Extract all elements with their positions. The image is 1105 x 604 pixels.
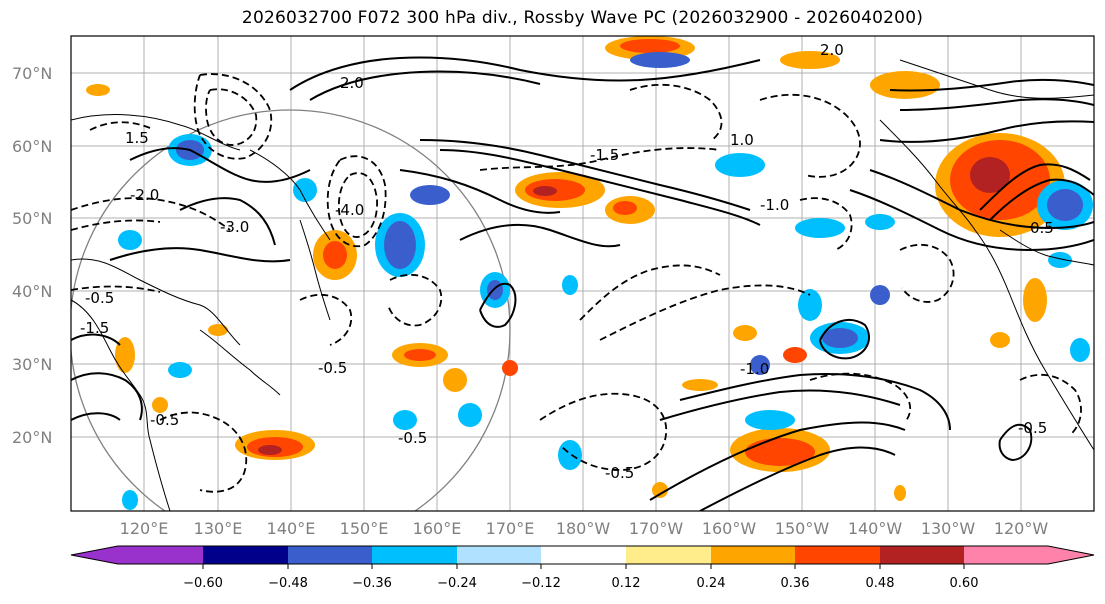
lon-label: 150°E	[340, 519, 389, 538]
contour-label: -0.5	[398, 429, 427, 447]
lon-label: 150°W	[775, 519, 830, 538]
colorbar-tick-label: −0.60	[183, 576, 223, 591]
colorbar-segment	[288, 546, 372, 564]
colorbar-tick-label: 0.36	[781, 576, 810, 591]
contour-label: -2.0	[130, 186, 159, 204]
contour-label: 2.0	[340, 74, 364, 92]
colorbar-segment	[203, 546, 288, 564]
colorbar-tick-label: −0.24	[437, 576, 477, 591]
contour-label: 1.5	[125, 129, 149, 147]
colorbar-min-extension	[71, 546, 118, 564]
negative-divergence-shading	[118, 52, 1093, 510]
contour-label: 1.0	[730, 131, 754, 149]
contour-label: -1.5	[80, 319, 109, 337]
lat-label: 20°N	[12, 428, 52, 447]
lon-label: 160°W	[702, 519, 757, 538]
positive-divergence-shading	[86, 36, 1065, 501]
lat-label: 60°N	[12, 137, 52, 156]
contour-labels: -0.5 -1.0 -1.5 -2.0 -4.0 -3.0 1.5 1.0 2.…	[80, 41, 1054, 482]
colorbar-tick-label: 0.24	[697, 576, 726, 591]
lat-label: 40°N	[12, 282, 52, 301]
lon-label: 130°W	[921, 519, 976, 538]
lon-label: 160°E	[413, 519, 462, 538]
contour-label: -0.5	[605, 464, 634, 482]
contour-label: 0.5	[1030, 219, 1054, 237]
colorbar-tick-label: 0.48	[866, 576, 895, 591]
lat-label: 50°N	[12, 209, 52, 228]
map-frame	[70, 35, 1095, 512]
contour-label: -1.0	[740, 360, 769, 378]
lon-label: 140°E	[267, 519, 316, 538]
colorbar-segment	[541, 546, 626, 564]
colorbar-tick-label: −0.48	[268, 576, 308, 591]
colorbar-segment	[457, 546, 541, 564]
lon-label: 130°E	[194, 519, 243, 538]
positive-contours	[71, 56, 1094, 511]
colorbar-segment	[711, 546, 795, 564]
colorbar-segment	[626, 546, 711, 564]
longitude-labels: 120°E 130°E 140°E 150°E 160°E 170°E 180°…	[120, 519, 1049, 538]
colorbar-segment	[118, 546, 203, 564]
coastlines	[71, 59, 1094, 511]
lat-label: 70°N	[12, 64, 52, 83]
contour-label: -0.5	[150, 411, 179, 429]
contour-label: -0.5	[85, 289, 114, 307]
colorbar-segment	[795, 546, 880, 564]
lon-label: 120°E	[120, 519, 169, 538]
contour-label: -1.5	[590, 146, 619, 164]
region-circle	[71, 109, 511, 511]
lon-label: 120°W	[994, 519, 1049, 538]
contour-label: -4.0	[335, 201, 364, 219]
colorbar-segment	[880, 546, 964, 564]
map-title: 2026032700 F072 300 hPa div., Rossby Wav…	[241, 8, 924, 28]
contour-label: -0.5	[1018, 419, 1047, 437]
negative-contours	[71, 73, 1082, 493]
colorbar: −0.60 −0.48 −0.36 −0.24 −0.12 0.12 0.24 …	[70, 545, 1095, 591]
contour-label: 2.0	[820, 41, 844, 59]
lat-label: 30°N	[12, 355, 52, 374]
colorbar-tick-label: 0.60	[950, 576, 979, 591]
colorbar-outline	[70, 545, 1095, 565]
contour-label: -0.5	[318, 359, 347, 377]
colorbar-tick-label: −0.36	[352, 576, 392, 591]
lon-label: 170°E	[486, 519, 535, 538]
contour-label: -3.0	[220, 218, 249, 236]
colorbar-segment	[964, 546, 1048, 564]
latitude-labels: 70°N 60°N 50°N 40°N 30°N 20°N	[12, 64, 52, 447]
colorbar-max-extension	[1048, 546, 1094, 564]
colorbar-tick-label: −0.12	[521, 576, 561, 591]
contour-label: -1.0	[760, 196, 789, 214]
colorbar-segment	[372, 546, 457, 564]
colorbar-tick-label: 0.12	[612, 576, 641, 591]
lon-label: 180°W	[556, 519, 611, 538]
lon-label: 170°W	[629, 519, 684, 538]
lon-label: 140°W	[848, 519, 903, 538]
